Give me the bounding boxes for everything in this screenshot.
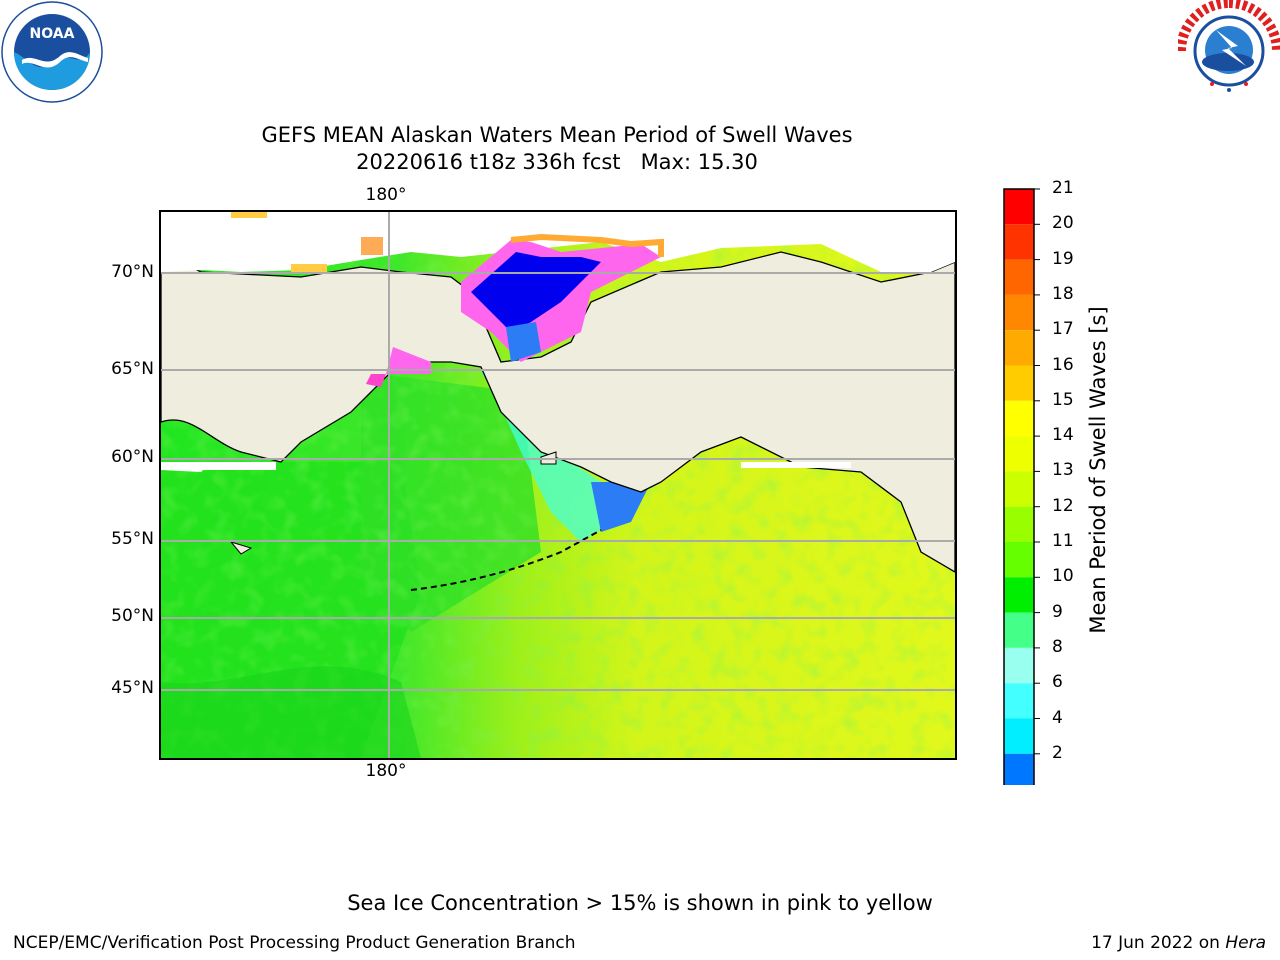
map-panel	[159, 210, 957, 760]
footer-date: 17 Jun 2022 on Hera	[1091, 933, 1266, 953]
colorbar-segment	[1004, 330, 1034, 366]
colorbar-segment	[1004, 577, 1034, 613]
colorbar-tick-label: 8	[1052, 636, 1063, 657]
colorbar-tick-label: 9	[1052, 601, 1063, 622]
colorbar-tick-label: 12	[1052, 495, 1074, 516]
colorbar-segment	[1004, 189, 1034, 225]
colorbar-segment	[1004, 718, 1034, 754]
swell-blue-bristol	[591, 482, 651, 532]
colorbar-tick-label: 4	[1052, 707, 1063, 728]
colorbar-segment	[1004, 400, 1034, 437]
noaa-wordmark: NOAA	[30, 26, 75, 42]
lat-label-50n: 50°N	[111, 606, 154, 626]
chart-title: GEFS MEAN Alaskan Waters Mean Period of …	[261, 123, 853, 147]
lon-label-top: 180°	[365, 185, 407, 205]
colorbar-segment	[1004, 365, 1034, 401]
colorbar-segment	[1004, 471, 1034, 507]
colorbar-label: Mean Period of Swell Waves [s]	[1086, 306, 1110, 634]
colorbar-tick-label: 19	[1052, 248, 1074, 269]
colorbar-tick-label: 2	[1052, 742, 1063, 763]
colorbar-tick-label: 11	[1052, 531, 1074, 551]
colorbar-tick-label: 18	[1052, 283, 1074, 304]
colorbar-segment	[1004, 612, 1034, 648]
colorbar-segment	[1004, 259, 1034, 295]
colorbar-tick-label: 13	[1052, 460, 1074, 481]
noaa-logo: NOAA	[0, 0, 104, 104]
colorbar-segment	[1004, 436, 1034, 472]
lat-label-65n: 65°N	[111, 359, 154, 379]
lat-label-70n: 70°N	[111, 262, 154, 282]
lon-label-bottom: 180°	[365, 761, 407, 781]
chart-subtitle: 20220616 t18z 336h fcst Max: 15.30	[356, 150, 758, 174]
map-svg	[161, 212, 955, 758]
colorbar-segment	[1004, 294, 1034, 331]
colorbar-segment	[1004, 647, 1034, 684]
footer-machine: Hera	[1225, 933, 1266, 953]
colorbar-segment	[1004, 753, 1034, 790]
lat-label-45n: 45°N	[111, 678, 154, 698]
colorbar-tick-label: 14	[1052, 425, 1074, 446]
lat-label-55n: 55°N	[111, 529, 154, 549]
colorbar	[998, 185, 1042, 819]
colorbar-tick-label: 10	[1052, 566, 1074, 587]
footer-date-text: 17 Jun 2022 on	[1091, 933, 1226, 953]
colorbar-tick-label: 15	[1052, 389, 1074, 410]
colorbar-tick-label: 6	[1052, 672, 1063, 693]
colorbar-segment	[1004, 542, 1034, 578]
nws-logo	[1176, 0, 1280, 102]
lat-label-60n: 60°N	[111, 447, 154, 467]
map-gridlines	[161, 212, 955, 758]
colorbar-segment	[1004, 683, 1034, 719]
colorbar-tick-label: 17	[1052, 319, 1074, 340]
colorbar-segment	[1004, 224, 1034, 260]
land-alaska-siberia	[161, 251, 955, 573]
colorbar-tick-label: 21	[1052, 178, 1074, 198]
footer-credit: NCEP/EMC/Verification Post Processing Pr…	[13, 933, 576, 953]
colorbar-tick-label: 20	[1052, 213, 1074, 234]
arctic-ice-area	[161, 212, 955, 272]
sea-ice-note: Sea Ice Concentration > 15% is shown in …	[347, 891, 933, 915]
colorbar-segment	[1004, 506, 1034, 542]
colorbar-tick-label: 16	[1052, 354, 1074, 375]
